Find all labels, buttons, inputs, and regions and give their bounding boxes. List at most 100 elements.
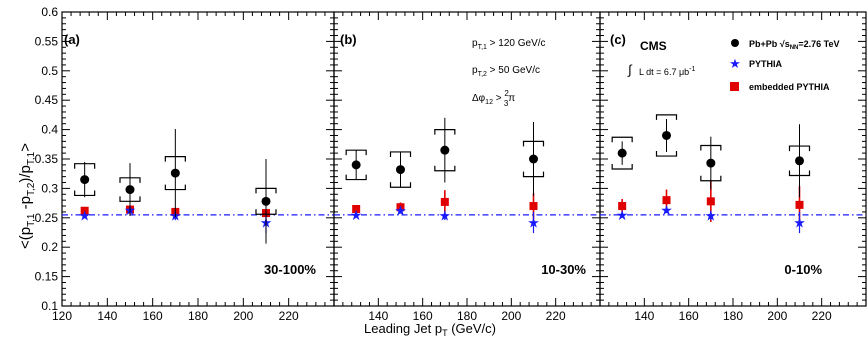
legend-label-pythia: PYTHIA	[749, 59, 783, 69]
y-axis-label: <(pT,1 -pT,2)/pT,1>	[17, 143, 37, 249]
centrality-label-c: 0-10%	[784, 262, 822, 277]
x-tick-label: 140	[97, 309, 117, 323]
x-tick-label: 140	[634, 309, 654, 323]
pbpb-point	[440, 145, 450, 155]
pbpb-sys-bracket-top	[655, 114, 678, 120]
pythia-point: ★	[660, 202, 673, 218]
embedded-pythia-point	[529, 202, 538, 211]
y-tick-label: 0.45	[35, 93, 59, 107]
pythia-point: ★	[350, 207, 363, 223]
panel-label-c: (c)	[610, 32, 626, 47]
pbpb-sys-bracket-bottom	[164, 184, 186, 191]
x-tick-label: 180	[188, 309, 208, 323]
pbpb-sys-bracket-top	[611, 136, 633, 143]
x-tick-label: 180	[457, 309, 477, 323]
pbpb-sys-bracket-top	[434, 129, 456, 135]
pbpb-point	[261, 196, 271, 206]
pbpb-sys-bracket-bottom	[788, 170, 811, 177]
embedded-pythia-point	[352, 204, 361, 213]
x-tick-label: 220	[546, 309, 566, 323]
x-tick-label: 180	[723, 309, 743, 323]
pbpb-sys-bracket-top	[255, 187, 277, 194]
embedded-pythia-point	[618, 202, 627, 211]
legend-marker-pbpb	[731, 39, 739, 47]
y-tick-label: 0.6	[41, 5, 58, 19]
luminosity-label: L dt = 6.7 μb-1	[639, 66, 695, 77]
pbpb-sys-bracket-top	[522, 140, 545, 147]
pythia-point: ★	[527, 215, 540, 231]
x-tick-label: 160	[143, 309, 163, 323]
pbpb-sys-bracket-bottom	[434, 165, 456, 172]
cut-dphi: Δφ12 > 2 3π	[472, 89, 515, 108]
pbpb-sys-bracket-bottom	[611, 163, 633, 170]
pbpb-point	[795, 156, 804, 166]
embedded-pythia-point	[396, 203, 405, 212]
cut-pt2: pT,2 > 50 GeV/c	[472, 65, 540, 78]
y-tick-label: 0.55	[35, 34, 59, 48]
y-tick-label: 0.2	[41, 240, 58, 254]
y-tick-label: 0.25	[35, 211, 59, 225]
pbpb-sys-bracket-bottom	[389, 182, 412, 188]
pbpb-point	[125, 185, 135, 195]
x-tick-label: 200	[233, 309, 253, 323]
cut-pt1: pT,1 > 120 GeV/c	[472, 38, 546, 51]
centrality-label-b: 10-30%	[541, 262, 586, 277]
y-tick-label: 0.15	[35, 270, 59, 284]
chart-marks: ★ ★ ★ ★ ★ ★ ★ ★ ★ ★ ★ ★	[74, 114, 811, 244]
x-tick-label: 140	[368, 309, 388, 323]
x-axis-label: Leading Jet pT (GeV/c)	[364, 321, 496, 338]
pbpb-sys-bracket-top	[119, 177, 141, 183]
pythia-point: ★	[394, 203, 407, 219]
pbpb-sys-bracket-top	[164, 156, 186, 162]
x-tick-label: 200	[501, 309, 521, 323]
pbpb-sys-bracket-top	[700, 144, 722, 151]
panels: 120 140 160 180 200 220 0.1 0.15 0.2 0.25 0.3 0.35 0…	[35, 5, 867, 323]
y-tick-label: 0.4	[41, 123, 58, 137]
pbpb-sys-bracket-bottom	[119, 196, 141, 202]
pbpb-sys-bracket-top	[345, 149, 367, 156]
legend-label-pbpb: Pb+Pb √sNN=2.76 TeV	[749, 39, 840, 51]
x-tick-label: 160	[679, 309, 699, 323]
pythia-point: ★	[616, 207, 629, 223]
pbpb-sys-bracket-top	[389, 151, 412, 157]
pbpb-point	[617, 148, 627, 158]
x-tick-label: 160	[413, 309, 433, 323]
panel-label-a: (a)	[64, 32, 80, 47]
embedded-pythia-point	[80, 206, 89, 215]
pbpb-sys-bracket-bottom	[74, 190, 96, 197]
pbpb-point	[706, 158, 716, 168]
y-tick-label: 0.3	[41, 181, 58, 195]
luminosity-integral-sign: ∫	[627, 62, 633, 77]
embedded-pythia-point	[706, 197, 715, 206]
x-tick-label: 120	[52, 309, 72, 323]
centrality-label-a: 30-100%	[264, 262, 316, 277]
pbpb-sys-bracket-bottom	[522, 171, 545, 178]
x-tick-label: 200	[767, 309, 787, 323]
pythia-point: ★	[78, 207, 91, 223]
pythia-point: ★	[705, 207, 718, 223]
pbpb-sys-bracket-bottom	[345, 174, 367, 181]
pythia-point: ★	[439, 207, 452, 223]
legend-marker-embedded	[730, 82, 739, 91]
pbpb-point	[529, 154, 538, 164]
pbpb-sys-bracket-top	[788, 145, 811, 152]
panel-label-b: (b)	[340, 32, 357, 47]
experiment-label: CMS	[640, 39, 667, 53]
y-tick-label: 0.35	[35, 152, 59, 166]
pbpb-sys-bracket-bottom	[655, 151, 678, 157]
pbpb-point	[170, 168, 180, 178]
legend-marker-pythia: ★	[729, 56, 741, 71]
y-tick-label: 0.5	[41, 64, 58, 78]
y-tick-label: 0.1	[41, 299, 58, 313]
pbpb-point	[80, 175, 90, 185]
legend-label-embedded: embedded PYTHIA	[749, 82, 830, 92]
pythia-point: ★	[793, 215, 806, 231]
pbpb-point	[351, 160, 361, 170]
pbpb-sys-bracket-bottom	[255, 209, 277, 215]
x-tick-label: 220	[279, 309, 299, 323]
legend: Pb+Pb √sNN=2.76 TeV ★ PYTHIA embedded PY…	[729, 39, 840, 92]
pbpb-point	[396, 165, 405, 175]
pbpb-point	[662, 130, 671, 140]
